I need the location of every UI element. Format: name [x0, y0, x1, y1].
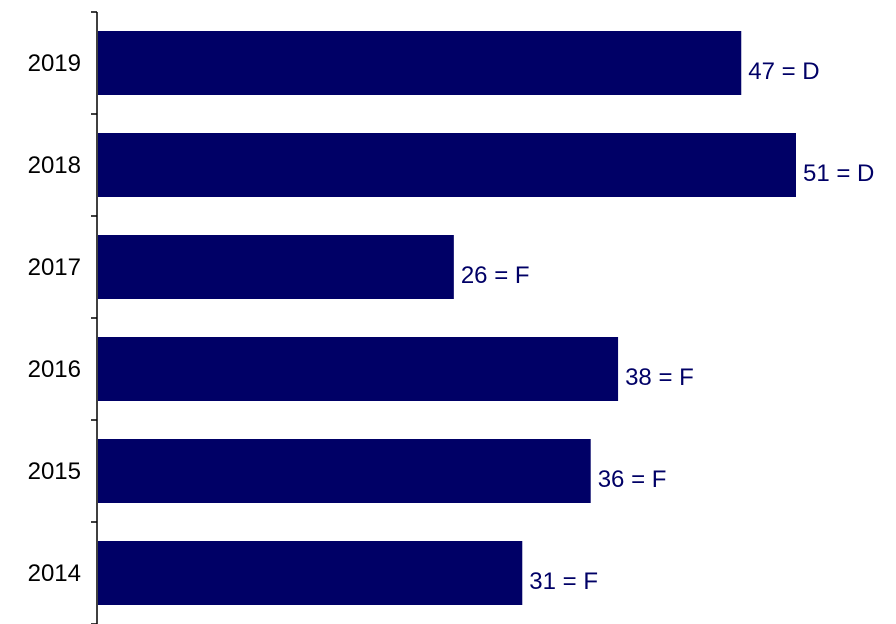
bar-2014 — [98, 541, 523, 605]
y-tick-label: 2014 — [28, 560, 81, 587]
y-tick-label: 2016 — [28, 356, 81, 383]
y-tick-label: 2015 — [28, 458, 81, 485]
y-axis — [91, 11, 98, 624]
labels-layer: 2019 47 = D 2018 51 = D 2017 26 = F 2016 38 = F… — [28, 50, 875, 595]
bar-2018 — [98, 133, 796, 197]
bars-layer — [98, 31, 796, 605]
data-label: 51 = D — [803, 160, 874, 187]
bar-2019 — [98, 31, 742, 95]
data-label: 47 = D — [748, 58, 819, 85]
data-label: 31 = F — [529, 568, 598, 595]
y-tick-label: 2017 — [28, 254, 81, 281]
y-tick-label: 2018 — [28, 152, 81, 179]
data-label: 38 = F — [625, 364, 694, 391]
bar-2017 — [98, 235, 454, 299]
bar-2016 — [98, 337, 619, 401]
bar-2015 — [98, 439, 591, 503]
data-label: 36 = F — [598, 466, 667, 493]
y-tick-label: 2019 — [28, 50, 81, 77]
data-label: 26 = F — [461, 262, 530, 289]
